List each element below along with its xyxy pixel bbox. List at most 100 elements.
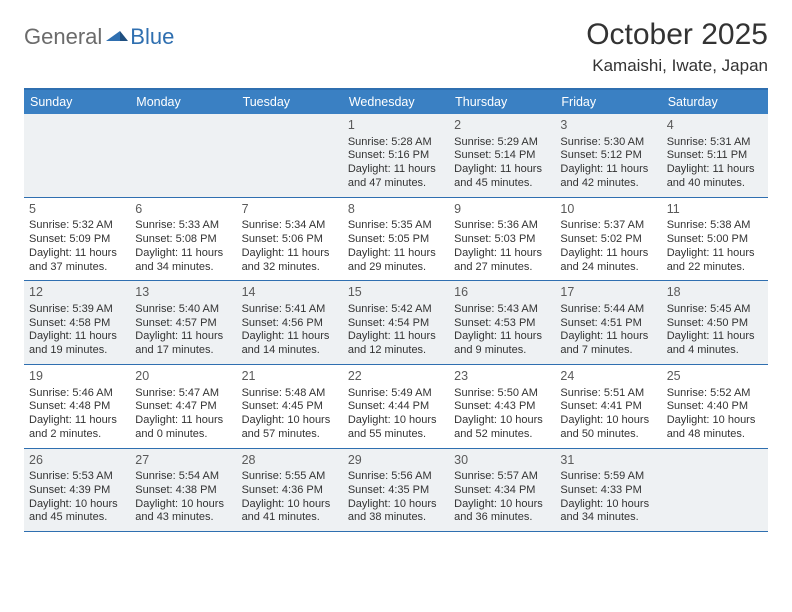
- sunset-text: Sunset: 5:16 PM: [348, 149, 444, 163]
- daylight-text: Daylight: 11 hours and 14 minutes.: [242, 330, 338, 358]
- day-number: 17: [560, 285, 656, 301]
- sunrise-text: Sunrise: 5:44 AM: [560, 303, 656, 317]
- daylight-text: Daylight: 11 hours and 0 minutes.: [135, 414, 231, 442]
- day-cell: 29Sunrise: 5:56 AMSunset: 4:35 PMDayligh…: [343, 449, 449, 532]
- page: General Blue October 2025 Kamaishi, Iwat…: [0, 0, 792, 532]
- daylight-text: Daylight: 10 hours and 52 minutes.: [454, 414, 550, 442]
- dow-cell: Tuesday: [237, 90, 343, 114]
- day-cell: 30Sunrise: 5:57 AMSunset: 4:34 PMDayligh…: [449, 449, 555, 532]
- sunrise-text: Sunrise: 5:59 AM: [560, 470, 656, 484]
- sunrise-text: Sunrise: 5:57 AM: [454, 470, 550, 484]
- sunrise-text: Sunrise: 5:42 AM: [348, 303, 444, 317]
- daylight-text: Daylight: 11 hours and 37 minutes.: [29, 247, 125, 275]
- sunrise-text: Sunrise: 5:29 AM: [454, 136, 550, 150]
- daylight-text: Daylight: 10 hours and 43 minutes.: [135, 498, 231, 526]
- daylight-text: Daylight: 11 hours and 29 minutes.: [348, 247, 444, 275]
- day-number: 25: [667, 369, 763, 385]
- sunset-text: Sunset: 4:53 PM: [454, 317, 550, 331]
- day-cell: 14Sunrise: 5:41 AMSunset: 4:56 PMDayligh…: [237, 281, 343, 364]
- daylight-text: Daylight: 11 hours and 27 minutes.: [454, 247, 550, 275]
- daylight-text: Daylight: 11 hours and 47 minutes.: [348, 163, 444, 191]
- day-cell: 26Sunrise: 5:53 AMSunset: 4:39 PMDayligh…: [24, 449, 130, 532]
- sunrise-text: Sunrise: 5:41 AM: [242, 303, 338, 317]
- sunset-text: Sunset: 4:44 PM: [348, 400, 444, 414]
- week-row: 5Sunrise: 5:32 AMSunset: 5:09 PMDaylight…: [24, 198, 768, 282]
- sunset-text: Sunset: 5:12 PM: [560, 149, 656, 163]
- day-number: 28: [242, 453, 338, 469]
- day-cell: 4Sunrise: 5:31 AMSunset: 5:11 PMDaylight…: [662, 114, 768, 197]
- day-number: 12: [29, 285, 125, 301]
- day-cell: 15Sunrise: 5:42 AMSunset: 4:54 PMDayligh…: [343, 281, 449, 364]
- daylight-text: Daylight: 11 hours and 19 minutes.: [29, 330, 125, 358]
- daylight-text: Daylight: 10 hours and 55 minutes.: [348, 414, 444, 442]
- day-cell: 16Sunrise: 5:43 AMSunset: 4:53 PMDayligh…: [449, 281, 555, 364]
- sunset-text: Sunset: 5:08 PM: [135, 233, 231, 247]
- sunset-text: Sunset: 5:02 PM: [560, 233, 656, 247]
- sunset-text: Sunset: 5:09 PM: [29, 233, 125, 247]
- sunrise-text: Sunrise: 5:36 AM: [454, 219, 550, 233]
- day-number: 1: [348, 118, 444, 134]
- sunrise-text: Sunrise: 5:50 AM: [454, 387, 550, 401]
- sunset-text: Sunset: 4:43 PM: [454, 400, 550, 414]
- daylight-text: Daylight: 11 hours and 2 minutes.: [29, 414, 125, 442]
- daylight-text: Daylight: 11 hours and 34 minutes.: [135, 247, 231, 275]
- daylight-text: Daylight: 11 hours and 24 minutes.: [560, 247, 656, 275]
- day-cell: 10Sunrise: 5:37 AMSunset: 5:02 PMDayligh…: [555, 198, 661, 281]
- day-number: 20: [135, 369, 231, 385]
- daylight-text: Daylight: 10 hours and 57 minutes.: [242, 414, 338, 442]
- calendar: Sunday Monday Tuesday Wednesday Thursday…: [24, 88, 768, 532]
- sunset-text: Sunset: 5:03 PM: [454, 233, 550, 247]
- day-cell: 17Sunrise: 5:44 AMSunset: 4:51 PMDayligh…: [555, 281, 661, 364]
- day-cell: 19Sunrise: 5:46 AMSunset: 4:48 PMDayligh…: [24, 365, 130, 448]
- sunset-text: Sunset: 4:38 PM: [135, 484, 231, 498]
- sunrise-text: Sunrise: 5:51 AM: [560, 387, 656, 401]
- day-number: 15: [348, 285, 444, 301]
- month-title: October 2025: [586, 18, 768, 52]
- sunset-text: Sunset: 4:36 PM: [242, 484, 338, 498]
- day-cell: 21Sunrise: 5:48 AMSunset: 4:45 PMDayligh…: [237, 365, 343, 448]
- daylight-text: Daylight: 11 hours and 32 minutes.: [242, 247, 338, 275]
- daylight-text: Daylight: 10 hours and 48 minutes.: [667, 414, 763, 442]
- daylight-text: Daylight: 10 hours and 45 minutes.: [29, 498, 125, 526]
- location: Kamaishi, Iwate, Japan: [586, 56, 768, 76]
- logo: General Blue: [24, 18, 174, 50]
- day-cell: 25Sunrise: 5:52 AMSunset: 4:40 PMDayligh…: [662, 365, 768, 448]
- dow-cell: Friday: [555, 90, 661, 114]
- daylight-text: Daylight: 11 hours and 12 minutes.: [348, 330, 444, 358]
- day-number: 29: [348, 453, 444, 469]
- day-cell: 2Sunrise: 5:29 AMSunset: 5:14 PMDaylight…: [449, 114, 555, 197]
- dow-cell: Wednesday: [343, 90, 449, 114]
- sunrise-text: Sunrise: 5:33 AM: [135, 219, 231, 233]
- logo-mark-icon: [106, 26, 128, 49]
- sunset-text: Sunset: 4:34 PM: [454, 484, 550, 498]
- sunrise-text: Sunrise: 5:43 AM: [454, 303, 550, 317]
- day-cell: 22Sunrise: 5:49 AMSunset: 4:44 PMDayligh…: [343, 365, 449, 448]
- week-row: 1Sunrise: 5:28 AMSunset: 5:16 PMDaylight…: [24, 114, 768, 198]
- day-number: 8: [348, 202, 444, 218]
- day-number: 3: [560, 118, 656, 134]
- week-row: 19Sunrise: 5:46 AMSunset: 4:48 PMDayligh…: [24, 365, 768, 449]
- sunset-text: Sunset: 4:39 PM: [29, 484, 125, 498]
- sunset-text: Sunset: 4:58 PM: [29, 317, 125, 331]
- day-cell: 6Sunrise: 5:33 AMSunset: 5:08 PMDaylight…: [130, 198, 236, 281]
- day-cell: 24Sunrise: 5:51 AMSunset: 4:41 PMDayligh…: [555, 365, 661, 448]
- sunset-text: Sunset: 4:45 PM: [242, 400, 338, 414]
- sunrise-text: Sunrise: 5:53 AM: [29, 470, 125, 484]
- sunrise-text: Sunrise: 5:40 AM: [135, 303, 231, 317]
- day-cell: 13Sunrise: 5:40 AMSunset: 4:57 PMDayligh…: [130, 281, 236, 364]
- daylight-text: Daylight: 10 hours and 41 minutes.: [242, 498, 338, 526]
- day-number: 4: [667, 118, 763, 134]
- sunset-text: Sunset: 4:40 PM: [667, 400, 763, 414]
- sunset-text: Sunset: 4:51 PM: [560, 317, 656, 331]
- sunset-text: Sunset: 5:11 PM: [667, 149, 763, 163]
- day-number: 19: [29, 369, 125, 385]
- day-cell: 20Sunrise: 5:47 AMSunset: 4:47 PMDayligh…: [130, 365, 236, 448]
- day-number: 5: [29, 202, 125, 218]
- daylight-text: Daylight: 11 hours and 22 minutes.: [667, 247, 763, 275]
- logo-text-general: General: [24, 24, 102, 50]
- sunrise-text: Sunrise: 5:31 AM: [667, 136, 763, 150]
- day-number: 18: [667, 285, 763, 301]
- day-cell: 11Sunrise: 5:38 AMSunset: 5:00 PMDayligh…: [662, 198, 768, 281]
- day-number: 27: [135, 453, 231, 469]
- sunrise-text: Sunrise: 5:46 AM: [29, 387, 125, 401]
